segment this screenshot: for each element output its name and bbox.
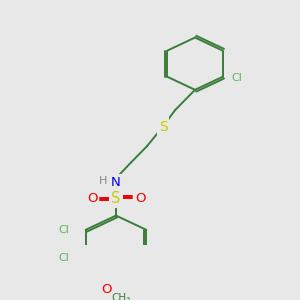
Text: S: S [159, 120, 167, 134]
Text: Cl: Cl [231, 74, 242, 83]
Text: Cl: Cl [59, 225, 70, 235]
Text: O: O [87, 192, 97, 205]
Text: N: N [111, 176, 121, 189]
Text: Cl: Cl [59, 254, 70, 263]
Text: S: S [111, 191, 121, 206]
Text: CH₃: CH₃ [111, 293, 130, 300]
Text: O: O [101, 283, 111, 296]
Text: O: O [135, 192, 145, 205]
Text: H: H [99, 176, 107, 186]
